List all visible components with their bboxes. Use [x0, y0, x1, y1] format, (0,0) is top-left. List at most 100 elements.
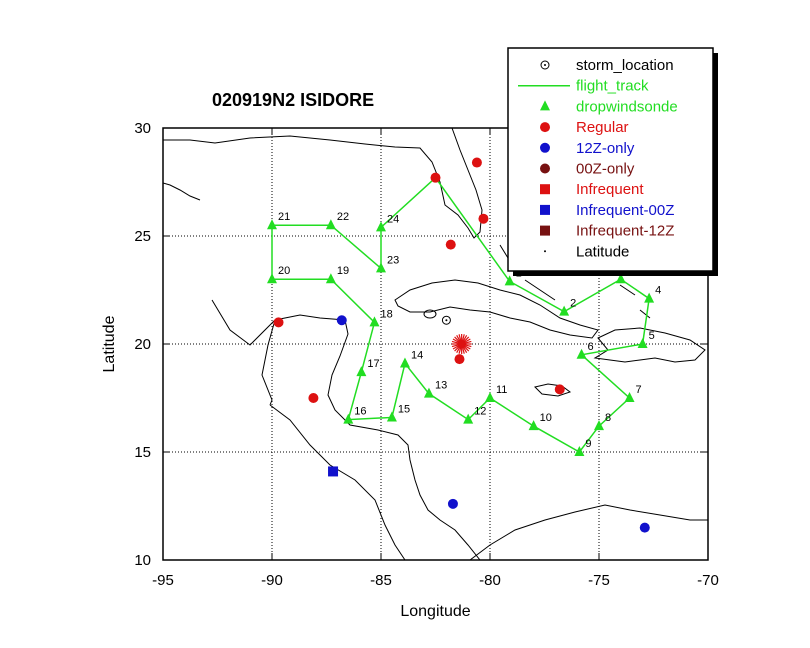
dropwindsonde-marker	[637, 338, 648, 348]
station-regular	[554, 384, 565, 395]
dropwindsonde-label: 17	[367, 358, 379, 370]
dropwindsonde-label: 4	[655, 285, 661, 297]
dropwindsonde-label: 2	[570, 298, 576, 310]
legend-label: Infrequent	[576, 181, 644, 198]
storm-location-marker	[441, 315, 451, 325]
coastline-mexico	[211, 299, 481, 560]
y-tick-label: 25	[134, 228, 151, 245]
legend-marker-circle	[540, 142, 550, 153]
station-12z-only	[336, 315, 347, 326]
legend-marker-dot	[544, 250, 546, 253]
legend-label: dropwindsonde	[576, 98, 678, 115]
dropwindsonde-marker	[504, 275, 515, 286]
legend-label: Regular	[576, 119, 629, 136]
station-regular	[273, 317, 284, 328]
dropwindsonde-label: 19	[337, 265, 349, 277]
coastline-isle-of-youth	[423, 309, 437, 319]
legend-label: flight_track	[576, 78, 649, 95]
x-tick-label: -90	[261, 572, 283, 589]
station-12z-only	[639, 522, 650, 533]
y-tick-label: 20	[134, 336, 151, 353]
x-tick-label: -70	[697, 572, 719, 589]
dropwindsonde-label: 5	[649, 330, 655, 342]
dropwindsonde-marker	[574, 446, 585, 456]
dropwindsonde-marker	[376, 221, 386, 232]
legend-marker-storm-location-dot	[544, 64, 546, 66]
legend-marker-storm-location	[540, 60, 550, 70]
station-regular	[308, 393, 319, 403]
dropwindsonde-marker	[343, 413, 354, 424]
dropwindsonde-marker	[485, 392, 495, 402]
legend-label: storm_location	[576, 57, 674, 74]
coastline-hispaniola	[593, 327, 706, 363]
dropwindsonde-label: 20	[278, 265, 290, 277]
dropwindsonde-marker	[267, 273, 277, 284]
legend-label: Infrequent-12Z	[576, 223, 674, 240]
station-12z-only	[447, 498, 458, 509]
coastline-texas	[163, 182, 201, 201]
station-infrequent-00z	[328, 466, 339, 477]
y-tick-label: 10	[134, 552, 151, 569]
legend-label: Latitude	[576, 243, 629, 260]
legend-marker-circle	[540, 122, 550, 133]
dropwindsonde-marker	[528, 420, 539, 431]
legend-label: Infrequent-00Z	[576, 202, 674, 219]
storm-star-center	[457, 340, 466, 348]
dropwindsonde-label: 15	[398, 403, 410, 415]
y-tick-label: 30	[134, 120, 151, 137]
legend-label: 00Z-only	[576, 161, 635, 178]
y-axis-label: Latitude	[101, 315, 118, 372]
x-tick-label: -85	[370, 572, 392, 589]
dropwindsonde-label: 9	[585, 438, 591, 450]
legend: storm_location flight_track dropwindsonde R…	[507, 47, 718, 276]
dropwindsonde-label: 7	[636, 384, 642, 396]
coastline-us	[163, 128, 483, 239]
legend-label: 12Z-only	[576, 140, 635, 157]
legend-marker-triangle	[540, 100, 550, 111]
grid	[163, 128, 708, 560]
dropwindsonde-marker	[624, 392, 635, 402]
x-tick-label: -80	[479, 572, 501, 589]
dropwindsonde-marker	[399, 357, 410, 368]
dropwindsonde-marker	[594, 420, 604, 431]
dropwindsonde-marker	[644, 292, 655, 303]
storm-markers	[441, 315, 472, 354]
coastline-central-america	[269, 404, 406, 560]
dropwindsonde-label: 21	[278, 211, 290, 223]
dropwindsonde-label: 18	[380, 308, 392, 320]
dropwindsonde-label: 24	[387, 213, 399, 225]
dropwindsonde-label: 6	[588, 341, 594, 353]
x-tick-label: -95	[152, 572, 174, 589]
map-background	[163, 128, 708, 560]
dropwindsonde-label: 22	[337, 211, 349, 223]
legend-marker-square	[540, 225, 550, 236]
station-regular	[445, 239, 456, 250]
coastline-cuba	[394, 279, 599, 339]
coastline-south-america	[469, 504, 708, 560]
station-regular	[430, 172, 441, 183]
x-axis-label: Longitude	[400, 603, 470, 620]
station-regular	[478, 213, 489, 224]
dropwindsonde-marker	[386, 411, 397, 422]
dropwindsonde-marker	[423, 387, 434, 398]
dropwindsonde-marker	[325, 273, 336, 284]
y-tick-label: 15	[134, 444, 151, 461]
dropwindsonde-marker	[576, 348, 587, 359]
legend-marker-square	[540, 184, 550, 195]
dropwindsonde-label: 16	[354, 406, 366, 418]
station-regular	[471, 157, 482, 168]
legend-marker-square	[540, 204, 550, 215]
x-tick-label: -75	[588, 572, 610, 589]
dropwindsonde-label: 14	[411, 349, 423, 361]
axis-labels: Longitude Latitude	[101, 315, 471, 620]
chart-title: 020919N2 ISIDORE	[212, 90, 375, 110]
dropwindsonde-marker	[559, 305, 570, 316]
dropwindsonde-marker	[376, 262, 386, 273]
station-regular	[454, 354, 465, 365]
dropwindsonde-marker	[267, 219, 277, 230]
legend-marker-circle	[540, 163, 550, 174]
flight-track-line	[271, 177, 650, 453]
dropwindsonde-label: 11	[496, 384, 507, 396]
